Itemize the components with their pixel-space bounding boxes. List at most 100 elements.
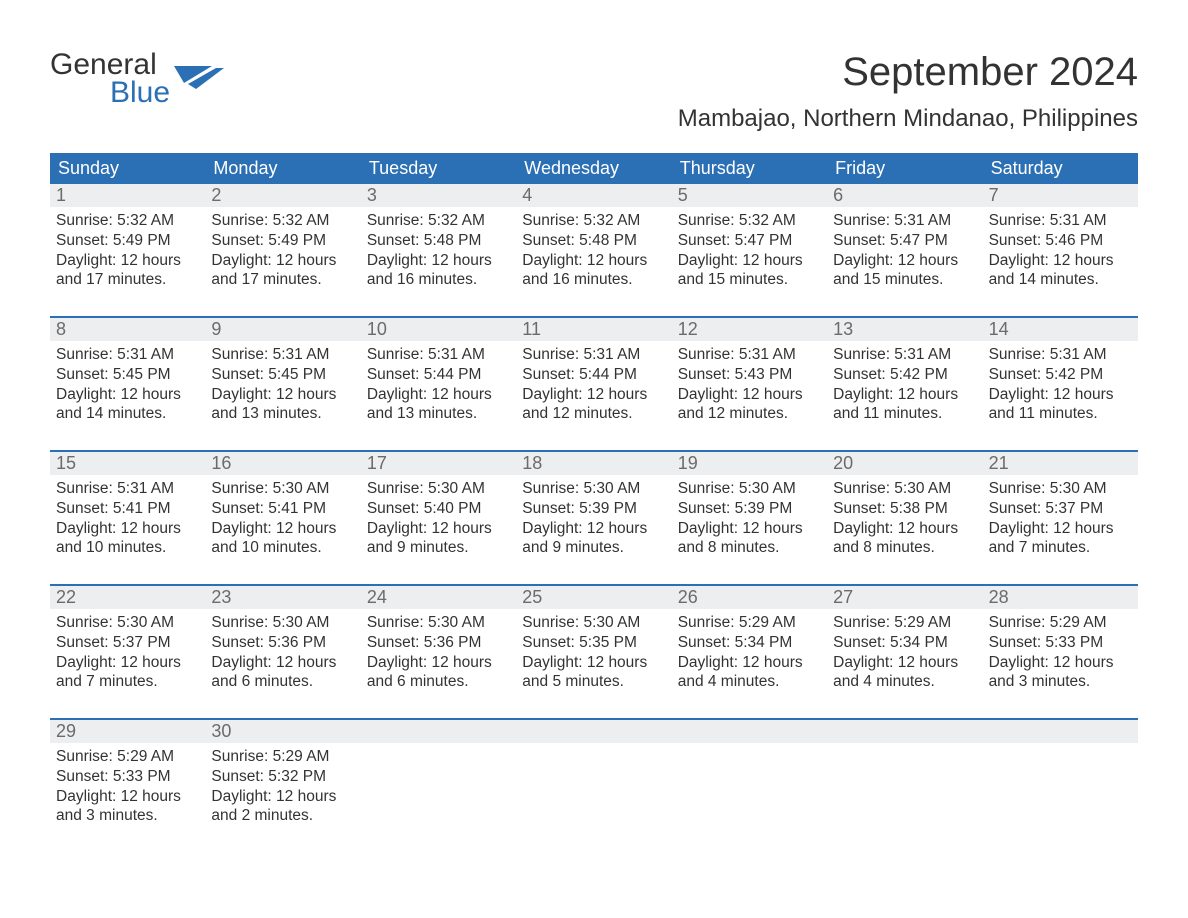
day-content: Sunrise: 5:32 AMSunset: 5:49 PMDaylight:…	[205, 207, 360, 290]
sunrise-line: Sunrise: 5:32 AM	[211, 211, 354, 231]
day-number: 9	[205, 318, 360, 341]
daylight-line: Daylight: 12 hours and 10 minutes.	[56, 519, 199, 559]
sunrise-line: Sunrise: 5:29 AM	[211, 747, 354, 767]
calendar-day: 5Sunrise: 5:32 AMSunset: 5:47 PMDaylight…	[672, 184, 827, 294]
day-content: Sunrise: 5:31 AMSunset: 5:42 PMDaylight:…	[827, 341, 982, 424]
sunset-line: Sunset: 5:33 PM	[56, 767, 199, 787]
sunset-line: Sunset: 5:44 PM	[367, 365, 510, 385]
sunset-line: Sunset: 5:45 PM	[56, 365, 199, 385]
sunrise-line: Sunrise: 5:31 AM	[56, 479, 199, 499]
calendar-day: 8Sunrise: 5:31 AMSunset: 5:45 PMDaylight…	[50, 318, 205, 428]
calendar-day: .	[516, 720, 671, 830]
daylight-line: Daylight: 12 hours and 9 minutes.	[367, 519, 510, 559]
daylight-line: Daylight: 12 hours and 12 minutes.	[678, 385, 821, 425]
calendar-day: 6Sunrise: 5:31 AMSunset: 5:47 PMDaylight…	[827, 184, 982, 294]
calendar-day: 3Sunrise: 5:32 AMSunset: 5:48 PMDaylight…	[361, 184, 516, 294]
day-number: .	[983, 720, 1138, 743]
daylight-line: Daylight: 12 hours and 8 minutes.	[833, 519, 976, 559]
sunset-line: Sunset: 5:37 PM	[56, 633, 199, 653]
sunset-line: Sunset: 5:48 PM	[367, 231, 510, 251]
sunrise-line: Sunrise: 5:29 AM	[56, 747, 199, 767]
day-content: Sunrise: 5:29 AMSunset: 5:34 PMDaylight:…	[827, 609, 982, 692]
sunset-line: Sunset: 5:42 PM	[989, 365, 1132, 385]
logo-text-bottom: Blue	[110, 78, 170, 108]
location: Mambajao, Northern Mindanao, Philippines	[678, 105, 1138, 133]
day-number: 5	[672, 184, 827, 207]
day-content: Sunrise: 5:31 AMSunset: 5:47 PMDaylight:…	[827, 207, 982, 290]
calendar-day: .	[983, 720, 1138, 830]
calendar-week: 15Sunrise: 5:31 AMSunset: 5:41 PMDayligh…	[50, 450, 1138, 562]
sunrise-line: Sunrise: 5:32 AM	[522, 211, 665, 231]
day-content: Sunrise: 5:31 AMSunset: 5:42 PMDaylight:…	[983, 341, 1138, 424]
day-number: 15	[50, 452, 205, 475]
day-number: 11	[516, 318, 671, 341]
calendar-day: 7Sunrise: 5:31 AMSunset: 5:46 PMDaylight…	[983, 184, 1138, 294]
calendar-day: 18Sunrise: 5:30 AMSunset: 5:39 PMDayligh…	[516, 452, 671, 562]
sunrise-line: Sunrise: 5:30 AM	[522, 613, 665, 633]
calendar-week: 8Sunrise: 5:31 AMSunset: 5:45 PMDaylight…	[50, 316, 1138, 428]
sunrise-line: Sunrise: 5:32 AM	[678, 211, 821, 231]
calendar-day: 28Sunrise: 5:29 AMSunset: 5:33 PMDayligh…	[983, 586, 1138, 696]
daylight-line: Daylight: 12 hours and 16 minutes.	[522, 251, 665, 291]
daylight-line: Daylight: 12 hours and 4 minutes.	[678, 653, 821, 693]
day-content: Sunrise: 5:30 AMSunset: 5:36 PMDaylight:…	[205, 609, 360, 692]
sunrise-line: Sunrise: 5:30 AM	[522, 479, 665, 499]
sunrise-line: Sunrise: 5:31 AM	[522, 345, 665, 365]
calendar-day: 2Sunrise: 5:32 AMSunset: 5:49 PMDaylight…	[205, 184, 360, 294]
day-number: 14	[983, 318, 1138, 341]
daylight-line: Daylight: 12 hours and 12 minutes.	[522, 385, 665, 425]
day-content: Sunrise: 5:30 AMSunset: 5:37 PMDaylight:…	[50, 609, 205, 692]
calendar-day: 20Sunrise: 5:30 AMSunset: 5:38 PMDayligh…	[827, 452, 982, 562]
calendar-day: 10Sunrise: 5:31 AMSunset: 5:44 PMDayligh…	[361, 318, 516, 428]
daylight-line: Daylight: 12 hours and 14 minutes.	[989, 251, 1132, 291]
calendar-day: 13Sunrise: 5:31 AMSunset: 5:42 PMDayligh…	[827, 318, 982, 428]
logo: General Blue	[50, 50, 224, 108]
day-number: 29	[50, 720, 205, 743]
day-content: Sunrise: 5:31 AMSunset: 5:44 PMDaylight:…	[516, 341, 671, 424]
day-content: Sunrise: 5:31 AMSunset: 5:41 PMDaylight:…	[50, 475, 205, 558]
calendar-day: 14Sunrise: 5:31 AMSunset: 5:42 PMDayligh…	[983, 318, 1138, 428]
calendar-day: 27Sunrise: 5:29 AMSunset: 5:34 PMDayligh…	[827, 586, 982, 696]
day-content: Sunrise: 5:30 AMSunset: 5:38 PMDaylight:…	[827, 475, 982, 558]
day-content: Sunrise: 5:30 AMSunset: 5:39 PMDaylight:…	[516, 475, 671, 558]
sunrise-line: Sunrise: 5:31 AM	[367, 345, 510, 365]
sunrise-line: Sunrise: 5:31 AM	[989, 211, 1132, 231]
day-content: Sunrise: 5:29 AMSunset: 5:32 PMDaylight:…	[205, 743, 360, 826]
calendar-day: .	[361, 720, 516, 830]
calendar-week: 29Sunrise: 5:29 AMSunset: 5:33 PMDayligh…	[50, 718, 1138, 830]
day-number: 1	[50, 184, 205, 207]
weekday-header: Tuesday	[361, 153, 516, 184]
day-content: Sunrise: 5:30 AMSunset: 5:37 PMDaylight:…	[983, 475, 1138, 558]
day-content: Sunrise: 5:29 AMSunset: 5:33 PMDaylight:…	[50, 743, 205, 826]
weekday-header: Wednesday	[516, 153, 671, 184]
day-content: Sunrise: 5:31 AMSunset: 5:45 PMDaylight:…	[205, 341, 360, 424]
daylight-line: Daylight: 12 hours and 10 minutes.	[211, 519, 354, 559]
day-number: 28	[983, 586, 1138, 609]
sunset-line: Sunset: 5:34 PM	[833, 633, 976, 653]
calendar-day: 22Sunrise: 5:30 AMSunset: 5:37 PMDayligh…	[50, 586, 205, 696]
calendar-week: 1Sunrise: 5:32 AMSunset: 5:49 PMDaylight…	[50, 184, 1138, 294]
day-number: 27	[827, 586, 982, 609]
day-number: 13	[827, 318, 982, 341]
calendar-day: 16Sunrise: 5:30 AMSunset: 5:41 PMDayligh…	[205, 452, 360, 562]
sunset-line: Sunset: 5:44 PM	[522, 365, 665, 385]
sunrise-line: Sunrise: 5:30 AM	[56, 613, 199, 633]
day-number: 2	[205, 184, 360, 207]
sunset-line: Sunset: 5:43 PM	[678, 365, 821, 385]
flag-icon	[174, 66, 224, 92]
sunset-line: Sunset: 5:47 PM	[833, 231, 976, 251]
sunrise-line: Sunrise: 5:30 AM	[211, 613, 354, 633]
sunrise-line: Sunrise: 5:30 AM	[989, 479, 1132, 499]
daylight-line: Daylight: 12 hours and 14 minutes.	[56, 385, 199, 425]
sunset-line: Sunset: 5:42 PM	[833, 365, 976, 385]
daylight-line: Daylight: 12 hours and 3 minutes.	[989, 653, 1132, 693]
day-number: 20	[827, 452, 982, 475]
daylight-line: Daylight: 12 hours and 17 minutes.	[56, 251, 199, 291]
calendar-day: 23Sunrise: 5:30 AMSunset: 5:36 PMDayligh…	[205, 586, 360, 696]
daylight-line: Daylight: 12 hours and 15 minutes.	[678, 251, 821, 291]
calendar-day: 19Sunrise: 5:30 AMSunset: 5:39 PMDayligh…	[672, 452, 827, 562]
sunset-line: Sunset: 5:48 PM	[522, 231, 665, 251]
day-number: 7	[983, 184, 1138, 207]
calendar-day: 29Sunrise: 5:29 AMSunset: 5:33 PMDayligh…	[50, 720, 205, 830]
daylight-line: Daylight: 12 hours and 13 minutes.	[367, 385, 510, 425]
